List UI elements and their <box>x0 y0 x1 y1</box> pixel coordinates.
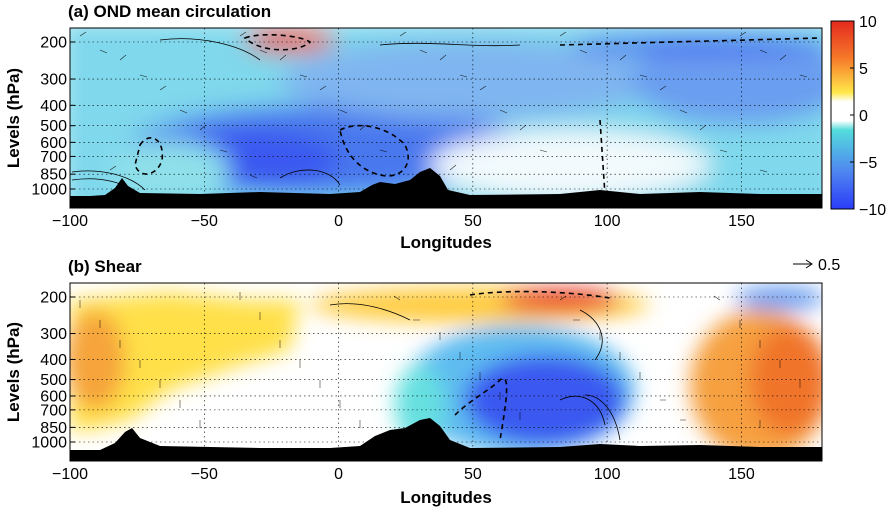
panel-a-ytick-label: 700 <box>40 149 67 166</box>
panel-b-ytick-label: 700 <box>40 402 67 419</box>
panel-a-ytick-label: 1000 <box>31 182 67 199</box>
panel-a-contours <box>71 38 521 196</box>
panel-b-frame <box>69 282 823 462</box>
panel-a-ytick-label: 400 <box>40 98 67 115</box>
panel-a-xtick-label: 100 <box>594 213 621 230</box>
panel-b-xtick-label: 0 <box>334 466 343 483</box>
panel-b-xtick-label: −100 <box>52 466 88 483</box>
panel-b-dashed-contours <box>454 290 611 441</box>
panel-b-xtick-label: 50 <box>464 466 482 483</box>
panel-b-grid <box>69 283 822 461</box>
panel-a-wind-vectors <box>79 31 808 179</box>
panel-a-xticks: −100 −50 0 50 100 150 <box>52 203 755 230</box>
panel-b-ytick-label: 200 <box>40 290 67 307</box>
panel-b-xtick-label: −50 <box>191 466 218 483</box>
panel-a-ytick-label: 600 <box>40 135 67 152</box>
panel-a-title: (a) OND mean circulation <box>68 2 271 21</box>
panel-a-topography <box>70 168 822 208</box>
colorbar-ticks: −10 −5 0 5 10 <box>850 14 886 219</box>
panel-a-ytick-label: 850 <box>40 167 67 184</box>
panel-a-xtick-label: 0 <box>334 213 343 230</box>
panel-b-title: (b) Shear <box>68 257 142 276</box>
vector-key: 0.5 <box>793 257 840 274</box>
colorbar-tick-label: −10 <box>859 202 886 219</box>
panel-a-xtick-label: −100 <box>52 213 88 230</box>
panel-a-ylabel: Levels (hPa) <box>4 68 23 168</box>
colorbar-tick-label: −5 <box>859 155 877 172</box>
panel-b-ytick-label: 1000 <box>31 435 67 452</box>
panel-a-grid <box>69 28 822 208</box>
panel-a-shading <box>70 28 822 208</box>
panel-b-xtick-label: 150 <box>728 466 755 483</box>
panel-a-ytick-label: 500 <box>40 118 67 135</box>
panel-b-wind-vectors <box>79 292 801 428</box>
panel-b-ylabel: Levels (hPa) <box>4 322 23 422</box>
vector-key-label: 0.5 <box>818 257 840 274</box>
panel-b-xlabel: Longitudes <box>400 488 492 507</box>
panel-a-ytick-label: 200 <box>40 35 67 52</box>
colorbar: −10 −5 0 5 10 <box>830 14 886 219</box>
colorbar-tick-label: 5 <box>859 61 868 78</box>
panel-b-xticks: −100 −50 0 50 100 150 <box>52 456 755 483</box>
panel-b-ytick-label: 600 <box>40 388 67 405</box>
panel-a-xtick-label: −50 <box>191 213 218 230</box>
panel-a-xlabel: Longitudes <box>400 233 492 252</box>
panel-b-ytick-label: 500 <box>40 372 67 389</box>
panel-b-ytick-label: 850 <box>40 420 67 437</box>
panel-b-xtick-label: 100 <box>594 466 621 483</box>
panel-b-topography <box>70 418 822 461</box>
colorbar-tick-label: 10 <box>859 14 877 31</box>
panel-a-xtick-label: 150 <box>728 213 755 230</box>
colorbar-tick-label: 0 <box>859 108 868 125</box>
panel-a-xtick-label: 50 <box>464 213 482 230</box>
panel-b-ytick-label: 400 <box>40 352 67 369</box>
panel-a-ytick-label: 300 <box>40 72 67 89</box>
panel-b-contours <box>329 303 621 441</box>
vector-key-arrow <box>793 259 813 269</box>
panel-b-ytick-label: 300 <box>40 326 67 343</box>
